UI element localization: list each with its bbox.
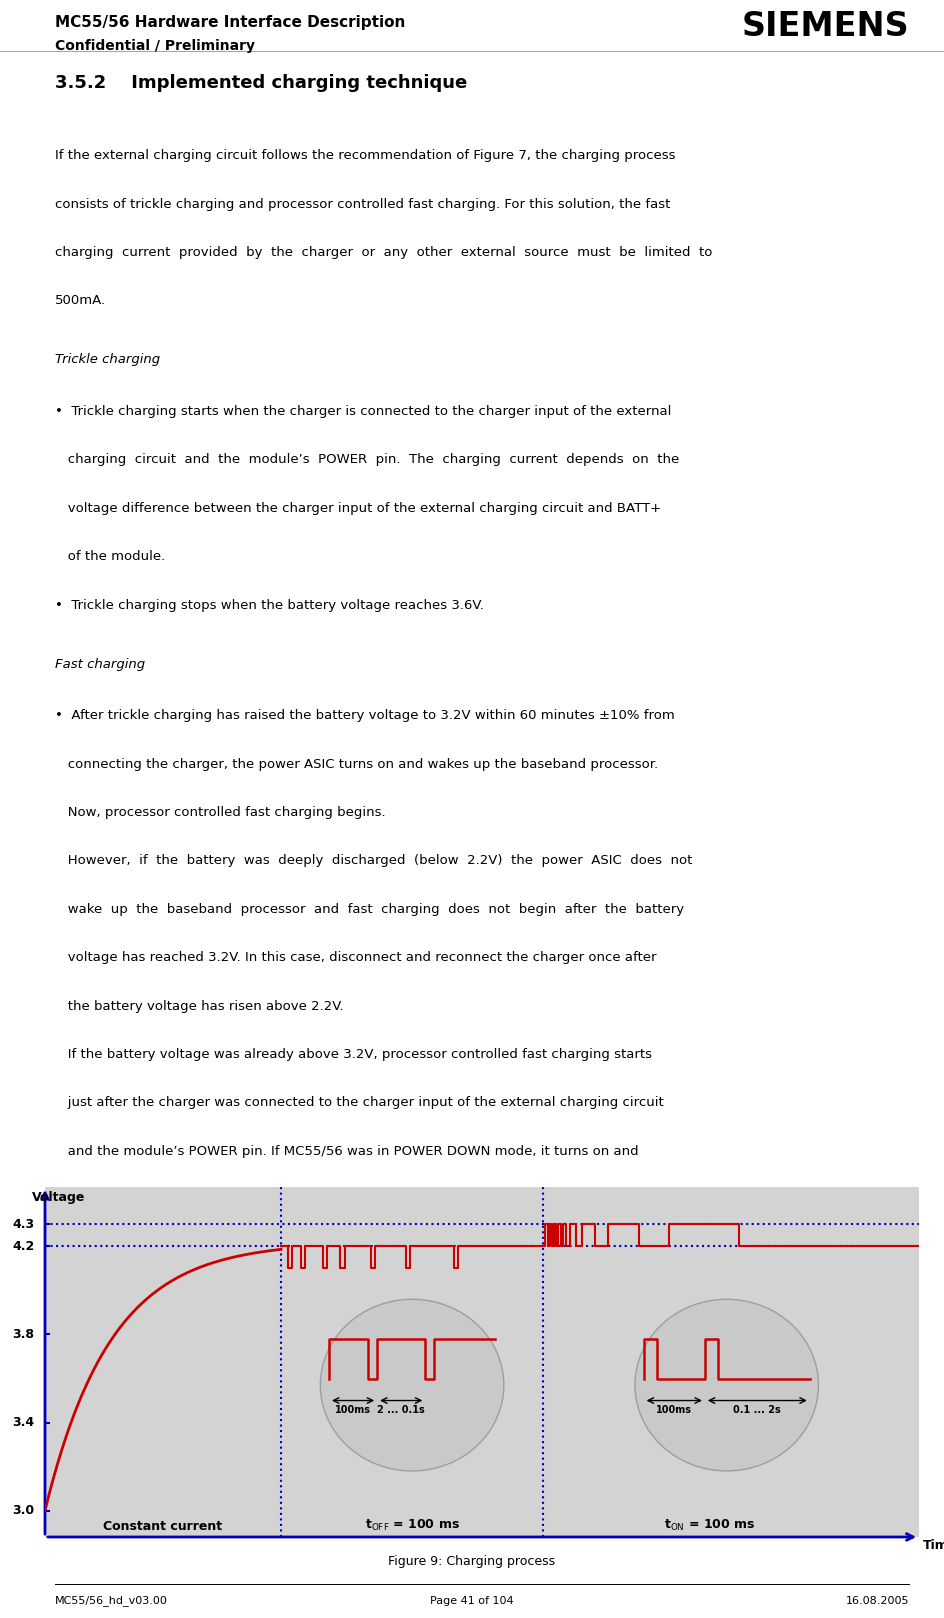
Text: 100ms: 100ms bbox=[656, 1404, 692, 1414]
Text: Now, processor controlled fast charging begins.: Now, processor controlled fast charging … bbox=[55, 806, 386, 819]
Text: and the module’s POWER pin. If MC55/56 was in POWER DOWN mode, it turns on and: and the module’s POWER pin. If MC55/56 w… bbox=[55, 1144, 639, 1158]
Text: beyond 4.2V. Once the pulse width reaches the minimum of 100ms and the duty cycl: beyond 4.2V. Once the pulse width reache… bbox=[55, 1387, 647, 1400]
Text: If the battery voltage was already above 3.2V, processor controlled fast chargin: If the battery voltage was already above… bbox=[55, 1048, 652, 1061]
Ellipse shape bbox=[320, 1299, 504, 1471]
Text: proceeds  with  varying  charge  pulses.  As  shown  in  Figure  5,  the  pulse : proceeds with varying charge pulses. As … bbox=[55, 1290, 677, 1302]
Text: connecting the charger, the power ASIC turns on and wakes up the baseband proces: connecting the charger, the power ASIC t… bbox=[55, 757, 658, 770]
Text: If the external charging circuit follows the recommendation of Figure 7, the cha: If the external charging circuit follows… bbox=[55, 149, 676, 162]
Text: Trickle charging: Trickle charging bbox=[55, 353, 160, 367]
Text: •  Trickle charging starts when the charger is connected to the charger input of: • Trickle charging starts when the charg… bbox=[55, 404, 671, 417]
Text: 16.08.2005: 16.08.2005 bbox=[846, 1595, 909, 1607]
Text: Page 41 of 104: Page 41 of 104 bbox=[430, 1595, 514, 1607]
Text: 500mA.: 500mA. bbox=[55, 294, 106, 307]
Text: 3.4: 3.4 bbox=[12, 1416, 35, 1429]
Text: 3.8: 3.8 bbox=[12, 1328, 35, 1341]
Text: t$_{\mathsf{OFF}}$ = 100 ms: t$_{\mathsf{OFF}}$ = 100 ms bbox=[364, 1518, 460, 1532]
Text: voltage has reached 3.2V. In this case, disconnect and reconnect the charger onc: voltage has reached 3.2V. In this case, … bbox=[55, 951, 656, 964]
Text: •  Fast charging can only be accomplished in a temperature range from 0°C to +45: • Fast charging can only be accomplished… bbox=[55, 1484, 632, 1497]
Text: However,  if  the  battery  was  deeply  discharged  (below  2.2V)  the  power  : However, if the battery was deeply disch… bbox=[55, 854, 692, 867]
Text: charging  current  provided  by  the  charger  or  any  other  external  source : charging current provided by the charger… bbox=[55, 246, 713, 259]
Text: does not change for 2 minutes, fast charging is completed.: does not change for 2 minutes, fast char… bbox=[55, 1435, 463, 1448]
Text: Figure 9: Charging process: Figure 9: Charging process bbox=[388, 1555, 556, 1568]
Text: wake  up  the  baseband  processor  and  fast  charging  does  not  begin  after: wake up the baseband processor and fast … bbox=[55, 903, 684, 916]
Text: reduced  to  adjust  the  charging  procedure  and  prevent  the  voltage  from : reduced to adjust the charging procedure… bbox=[55, 1338, 686, 1351]
Ellipse shape bbox=[635, 1299, 818, 1471]
Text: Time: Time bbox=[923, 1539, 944, 1552]
Text: MC55/56_hd_v03.00: MC55/56_hd_v03.00 bbox=[55, 1595, 168, 1607]
Text: •  Trickle charging stops when the battery voltage reaches 3.6V.: • Trickle charging stops when the batter… bbox=[55, 599, 484, 612]
Text: charging  circuit  and  the  module’s  POWER  pin.  The  charging  current  depe: charging circuit and the module’s POWER … bbox=[55, 453, 680, 466]
Text: SIEMENS: SIEMENS bbox=[741, 10, 909, 42]
Text: 2 ... 0.1s: 2 ... 0.1s bbox=[378, 1404, 425, 1414]
Text: Fast charging: Fast charging bbox=[55, 659, 145, 671]
Text: of the module.: of the module. bbox=[55, 550, 165, 563]
Text: voltage difference between the charger input of the external charging circuit an: voltage difference between the charger i… bbox=[55, 502, 661, 515]
Text: t$_{\mathsf{ON}}$ = 100 ms: t$_{\mathsf{ON}}$ = 100 ms bbox=[664, 1518, 755, 1532]
Text: 0.1 ... 2s: 0.1 ... 2s bbox=[733, 1404, 782, 1414]
Text: 3.5.2    Implemented charging technique: 3.5.2 Implemented charging technique bbox=[55, 74, 467, 92]
Text: just after the charger was connected to the charger input of the external chargi: just after the charger was connected to … bbox=[55, 1097, 664, 1110]
Text: Constant current: Constant current bbox=[104, 1519, 223, 1532]
Text: MC55/56 Hardware Interface Description: MC55/56 Hardware Interface Description bbox=[55, 15, 405, 29]
Text: enters the Charge-only mode along with fast charging (see also Chapter 3.3.1.3).: enters the Charge-only mode along with f… bbox=[55, 1192, 612, 1205]
Text: 4.3: 4.3 bbox=[12, 1218, 35, 1231]
Text: 4.2: 4.2 bbox=[12, 1239, 35, 1252]
Text: the battery voltage has risen above 2.2V.: the battery voltage has risen above 2.2V… bbox=[55, 1000, 344, 1013]
Text: 3.0: 3.0 bbox=[12, 1505, 35, 1518]
Text: 100ms: 100ms bbox=[335, 1404, 371, 1414]
Text: •  After trickle charging has raised the battery voltage to 3.2V within 60 minut: • After trickle charging has raised the … bbox=[55, 709, 675, 722]
Text: consists of trickle charging and processor controlled fast charging. For this so: consists of trickle charging and process… bbox=[55, 197, 670, 210]
Text: Voltage: Voltage bbox=[32, 1191, 85, 1204]
Text: •  Fast charging delivers a constant current until the battery voltage reaches 4: • Fast charging delivers a constant curr… bbox=[55, 1241, 667, 1254]
Text: Confidential / Preliminary: Confidential / Preliminary bbox=[55, 39, 255, 53]
